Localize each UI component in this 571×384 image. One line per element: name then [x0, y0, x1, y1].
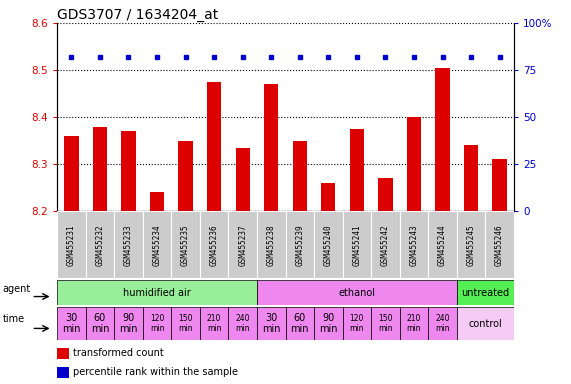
Text: 150
min: 150 min — [378, 314, 393, 333]
Bar — [64, 136, 78, 211]
Text: GDS3707 / 1634204_at: GDS3707 / 1634204_at — [57, 8, 218, 22]
Bar — [457, 280, 514, 305]
Bar — [57, 348, 69, 359]
Bar — [114, 307, 143, 340]
Text: agent: agent — [3, 284, 31, 294]
Text: 240
min: 240 min — [435, 314, 450, 333]
Text: GSM455232: GSM455232 — [95, 224, 104, 266]
Bar — [171, 211, 200, 278]
Bar — [171, 307, 200, 340]
Text: untreated: untreated — [461, 288, 509, 298]
Bar — [121, 131, 135, 211]
Text: 240
min: 240 min — [235, 314, 250, 333]
Text: transformed count: transformed count — [73, 348, 164, 358]
Bar — [428, 307, 457, 340]
Bar — [349, 129, 364, 211]
Bar — [400, 307, 428, 340]
Text: 120
min: 120 min — [150, 314, 164, 333]
Bar — [57, 367, 69, 378]
Bar — [178, 141, 193, 211]
Bar — [457, 307, 514, 340]
Text: 30
min: 30 min — [62, 313, 81, 334]
Bar — [143, 211, 171, 278]
Bar — [57, 280, 257, 305]
Bar — [321, 183, 335, 211]
Bar — [93, 126, 107, 211]
Text: GSM455241: GSM455241 — [352, 224, 361, 266]
Text: 120
min: 120 min — [349, 314, 364, 333]
Bar — [228, 211, 257, 278]
Text: 90
min: 90 min — [319, 313, 337, 334]
Text: GSM455243: GSM455243 — [409, 224, 419, 266]
Bar — [86, 211, 114, 278]
Bar — [86, 307, 114, 340]
Bar — [485, 211, 514, 278]
Bar — [200, 307, 228, 340]
Text: GSM455242: GSM455242 — [381, 224, 390, 266]
Bar — [492, 159, 506, 211]
Bar — [407, 117, 421, 211]
Bar — [464, 145, 478, 211]
Text: humidified air: humidified air — [123, 288, 191, 298]
Text: GSM455233: GSM455233 — [124, 224, 133, 266]
Text: 30
min: 30 min — [262, 313, 280, 334]
Text: 60
min: 60 min — [91, 313, 109, 334]
Text: GSM455231: GSM455231 — [67, 224, 76, 266]
Text: ethanol: ethanol — [339, 288, 375, 298]
Text: GSM455245: GSM455245 — [467, 224, 476, 266]
Bar — [314, 211, 343, 278]
Text: GSM455246: GSM455246 — [495, 224, 504, 266]
Bar — [150, 192, 164, 211]
Bar — [378, 178, 392, 211]
Bar — [57, 211, 86, 278]
Bar — [207, 82, 221, 211]
Text: 150
min: 150 min — [178, 314, 193, 333]
Bar — [457, 211, 485, 278]
Text: 60
min: 60 min — [291, 313, 309, 334]
Bar — [200, 211, 228, 278]
Bar — [143, 307, 171, 340]
Bar — [286, 307, 314, 340]
Text: GSM455244: GSM455244 — [438, 224, 447, 266]
Bar — [343, 307, 371, 340]
Text: GSM455239: GSM455239 — [295, 224, 304, 266]
Text: GSM455240: GSM455240 — [324, 224, 333, 266]
Text: 210
min: 210 min — [407, 314, 421, 333]
Bar — [286, 211, 314, 278]
Bar — [264, 84, 278, 211]
Bar — [228, 307, 257, 340]
Text: percentile rank within the sample: percentile rank within the sample — [73, 367, 238, 377]
Bar — [435, 68, 450, 211]
Text: GSM455234: GSM455234 — [152, 224, 162, 266]
Text: GSM455238: GSM455238 — [267, 224, 276, 266]
Bar — [257, 280, 457, 305]
Text: 210
min: 210 min — [207, 314, 222, 333]
Bar — [371, 307, 400, 340]
Bar — [114, 211, 143, 278]
Text: GSM455236: GSM455236 — [210, 224, 219, 266]
Bar — [428, 211, 457, 278]
Bar — [57, 307, 86, 340]
Bar — [292, 141, 307, 211]
Text: time: time — [3, 314, 25, 324]
Bar — [343, 211, 371, 278]
Text: GSM455235: GSM455235 — [181, 224, 190, 266]
Text: GSM455237: GSM455237 — [238, 224, 247, 266]
Text: control: control — [468, 318, 502, 329]
Bar — [257, 307, 286, 340]
Bar — [314, 307, 343, 340]
Bar — [235, 148, 250, 211]
Bar — [371, 211, 400, 278]
Bar — [400, 211, 428, 278]
Text: 90
min: 90 min — [119, 313, 138, 334]
Bar — [257, 211, 286, 278]
